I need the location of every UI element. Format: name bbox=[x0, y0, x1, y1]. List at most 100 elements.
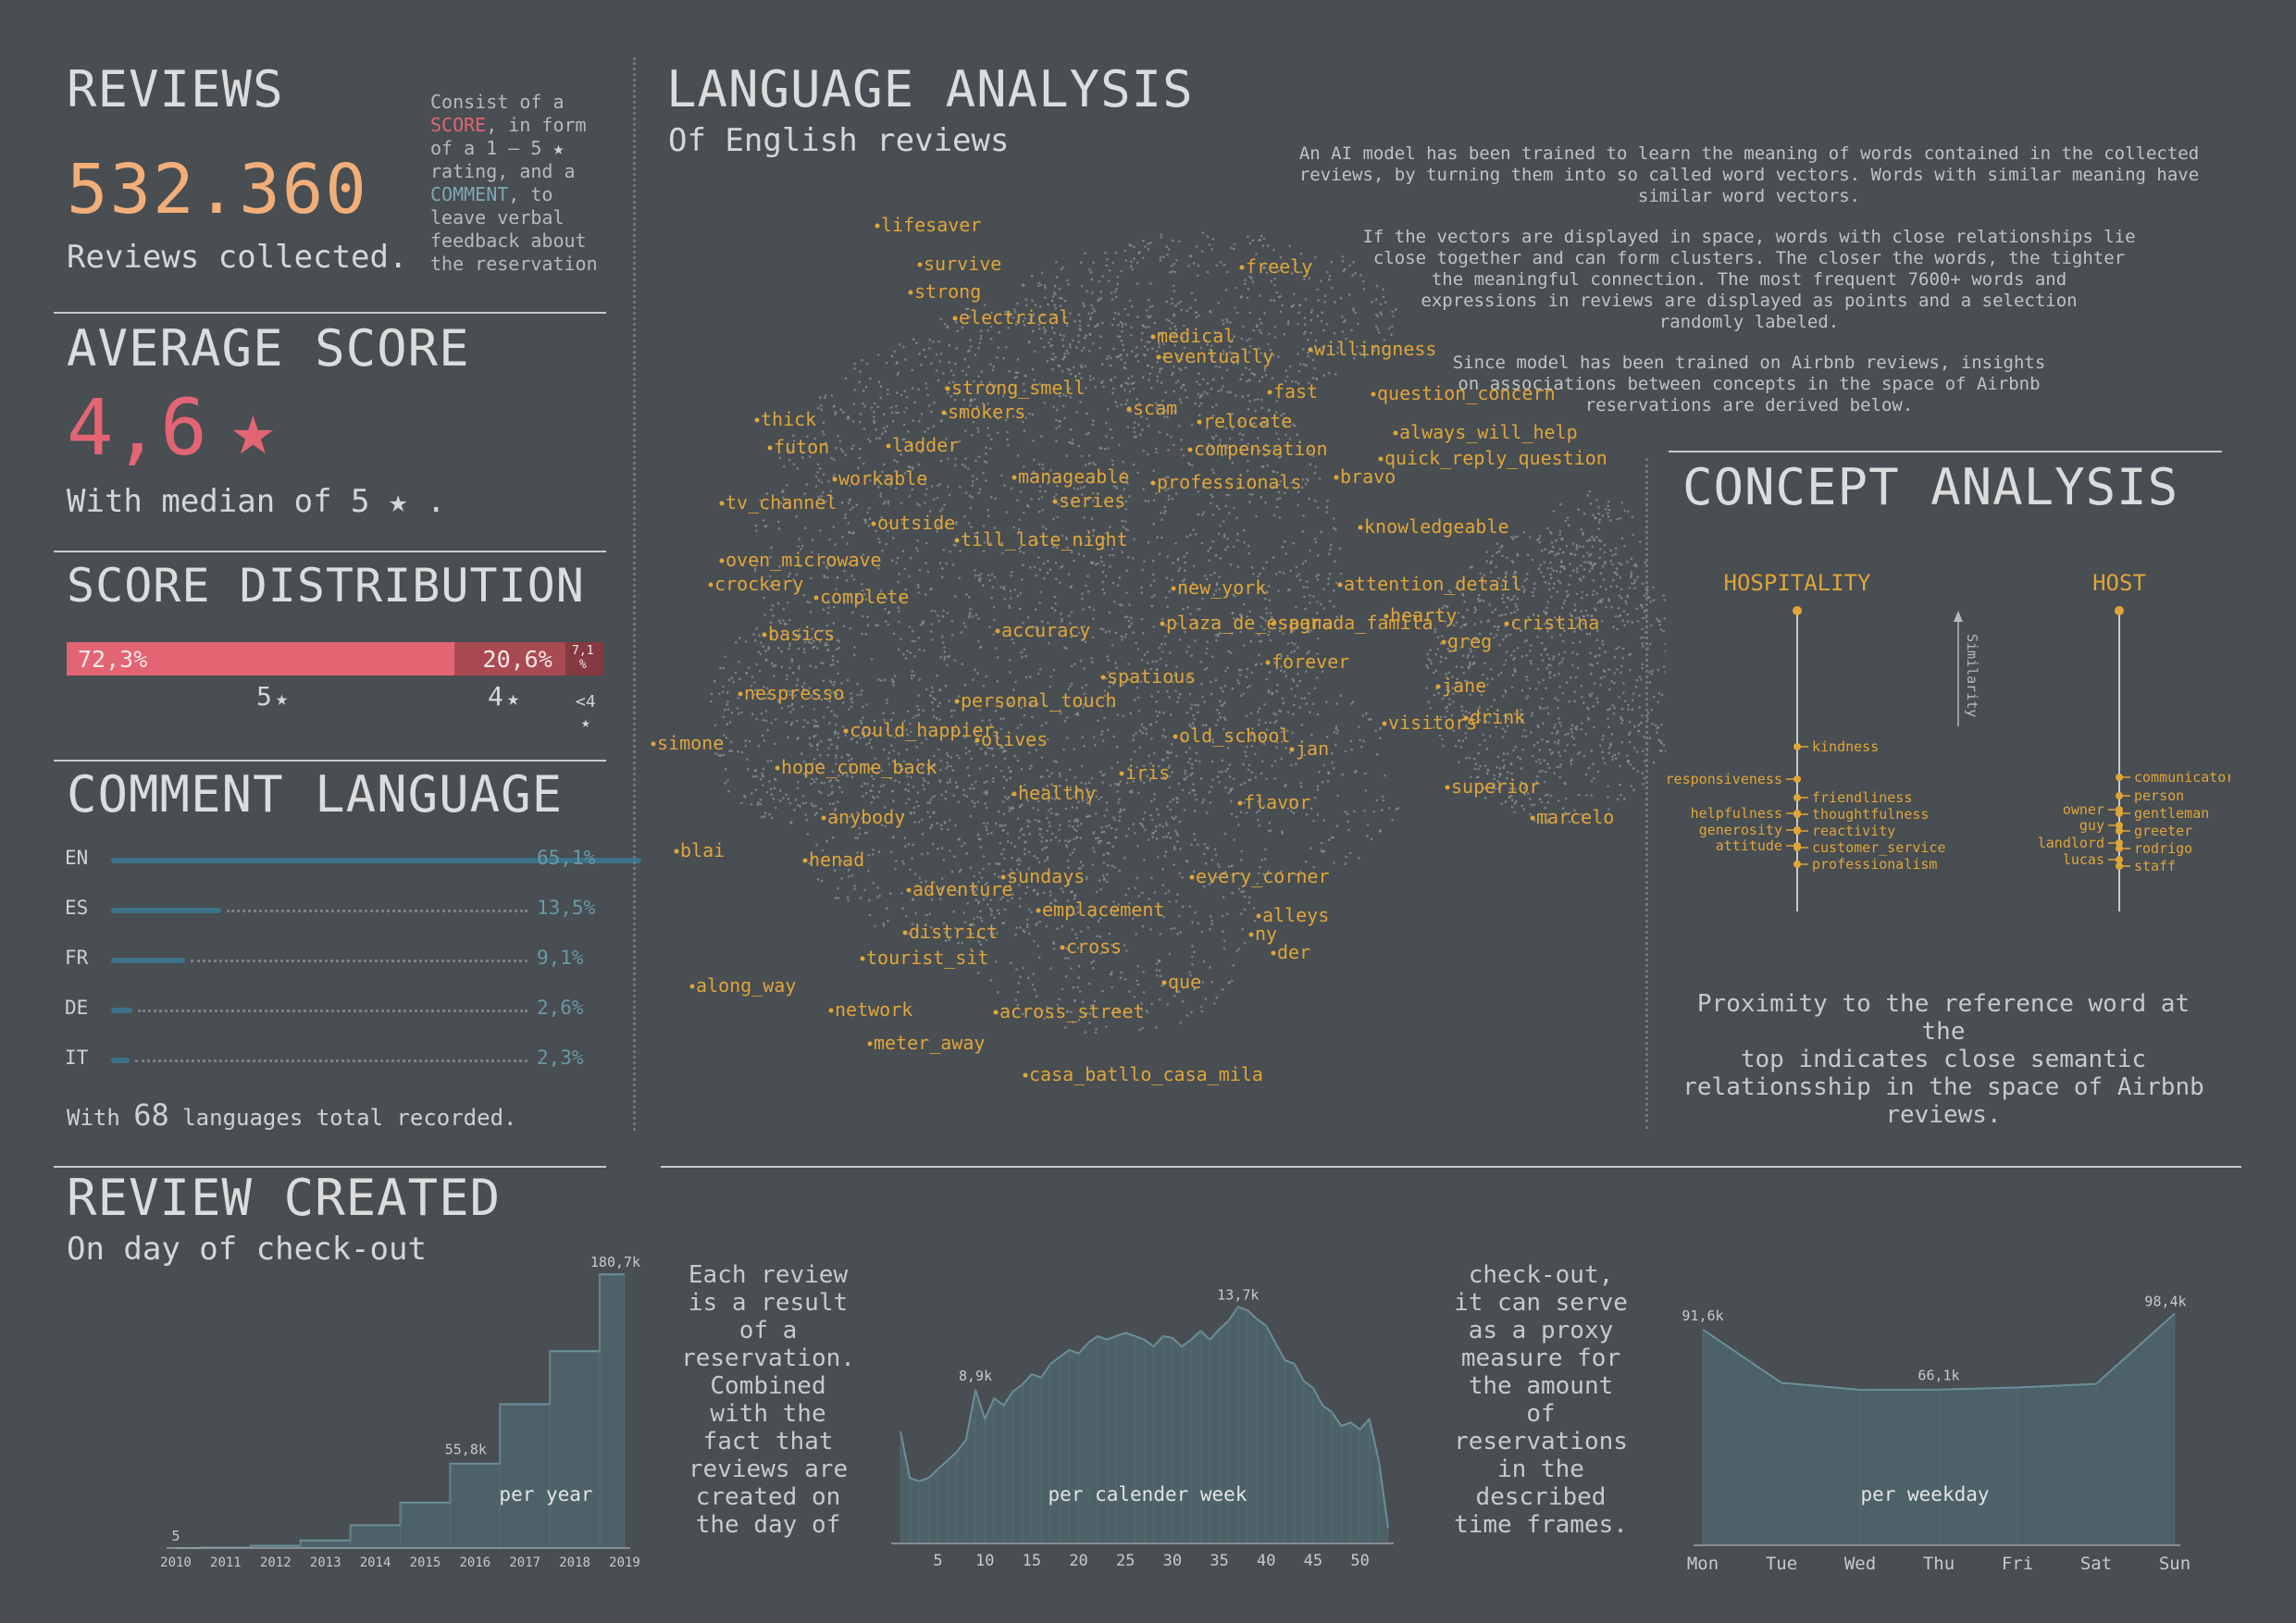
word-point bbox=[1264, 374, 1268, 377]
word-point bbox=[1635, 750, 1639, 753]
word-point bbox=[1158, 552, 1161, 555]
word-point bbox=[1224, 670, 1227, 673]
word-point bbox=[1376, 753, 1379, 756]
word-point bbox=[1147, 242, 1150, 245]
word-point bbox=[1092, 960, 1096, 962]
word-point bbox=[903, 411, 906, 414]
word-point bbox=[788, 506, 791, 509]
word-point bbox=[1596, 770, 1600, 774]
word-point bbox=[898, 573, 900, 576]
word-point bbox=[1058, 828, 1061, 832]
word-point bbox=[1220, 389, 1223, 391]
word-point bbox=[766, 728, 769, 732]
word-point bbox=[877, 538, 880, 540]
word-point bbox=[1123, 488, 1126, 490]
word-point bbox=[798, 664, 800, 668]
word-point bbox=[1099, 627, 1103, 630]
word-point bbox=[1150, 1002, 1153, 1006]
word-point bbox=[899, 343, 901, 346]
word-point bbox=[1520, 767, 1523, 770]
word-point bbox=[838, 639, 840, 643]
word-point bbox=[1480, 578, 1483, 582]
word-point bbox=[1577, 794, 1581, 797]
word-point bbox=[903, 567, 906, 571]
word-point bbox=[1001, 869, 1005, 873]
word-point bbox=[946, 781, 949, 785]
word-point bbox=[965, 724, 968, 726]
word-point bbox=[1429, 649, 1432, 651]
word-point bbox=[804, 813, 807, 816]
word-point bbox=[765, 492, 769, 495]
word-point bbox=[1136, 648, 1140, 650]
word-vector-map: lifesaversurvivestrongfreelyelectricalme… bbox=[651, 214, 1666, 1085]
word-point bbox=[1298, 706, 1301, 709]
word-point bbox=[1305, 860, 1308, 863]
word-point bbox=[1002, 787, 1006, 789]
word-point bbox=[946, 663, 949, 667]
word-point bbox=[1098, 279, 1100, 283]
word-point bbox=[1279, 310, 1283, 314]
word-point bbox=[1543, 561, 1546, 564]
word-point bbox=[1208, 243, 1211, 246]
word-point bbox=[859, 420, 862, 424]
word-point bbox=[929, 694, 932, 697]
word-point bbox=[1103, 773, 1106, 776]
word-point bbox=[841, 536, 844, 539]
word-point bbox=[1341, 330, 1345, 333]
word-point bbox=[1536, 668, 1540, 671]
word-point bbox=[888, 522, 891, 525]
word-point bbox=[1257, 437, 1260, 440]
word-point bbox=[1561, 691, 1565, 695]
word-point bbox=[1095, 789, 1098, 792]
word-point bbox=[1300, 486, 1304, 489]
word-point bbox=[1248, 610, 1251, 613]
word-point bbox=[888, 484, 892, 488]
word-point bbox=[1558, 672, 1560, 675]
word-point bbox=[1219, 557, 1222, 560]
word-point bbox=[714, 679, 716, 683]
word-point bbox=[1547, 712, 1550, 715]
word-point bbox=[1114, 836, 1118, 839]
word-point bbox=[1235, 311, 1239, 315]
word-point bbox=[1019, 897, 1022, 900]
word-point bbox=[998, 810, 1000, 813]
word-point bbox=[923, 787, 925, 791]
word-point bbox=[796, 719, 799, 723]
word-point bbox=[1526, 678, 1529, 682]
word-point bbox=[938, 780, 942, 784]
star-icon: ★ bbox=[230, 386, 276, 472]
word-point bbox=[1359, 274, 1362, 277]
word-point bbox=[1219, 716, 1222, 719]
word-point bbox=[1209, 310, 1211, 313]
word-point bbox=[1137, 791, 1140, 795]
word-point bbox=[887, 611, 890, 614]
word-point bbox=[1015, 859, 1019, 862]
word-point bbox=[1035, 923, 1037, 926]
word-point bbox=[905, 914, 908, 918]
word-point bbox=[1090, 304, 1093, 307]
word-point bbox=[931, 686, 934, 689]
word-point bbox=[1263, 369, 1267, 372]
word-point bbox=[1348, 851, 1352, 855]
word-point bbox=[1076, 824, 1080, 827]
word-point bbox=[1200, 393, 1203, 396]
segment-label: 7,1 % bbox=[572, 644, 594, 672]
word-point bbox=[997, 346, 1000, 349]
word-point bbox=[1215, 708, 1219, 712]
word-point bbox=[1546, 762, 1549, 765]
word-point bbox=[856, 693, 860, 697]
word-point bbox=[1061, 370, 1064, 373]
word-point bbox=[1118, 354, 1122, 357]
word-point bbox=[1218, 532, 1221, 536]
word-point bbox=[989, 438, 993, 441]
word-point bbox=[1121, 322, 1124, 326]
word-point bbox=[1501, 597, 1504, 601]
word-point bbox=[994, 960, 998, 963]
word-point bbox=[783, 465, 786, 468]
word-point bbox=[1093, 309, 1097, 313]
word-point bbox=[785, 793, 788, 797]
word-point bbox=[1167, 476, 1170, 478]
word-point bbox=[1014, 933, 1017, 936]
word-point bbox=[1009, 589, 1012, 593]
word-point bbox=[1023, 324, 1026, 327]
